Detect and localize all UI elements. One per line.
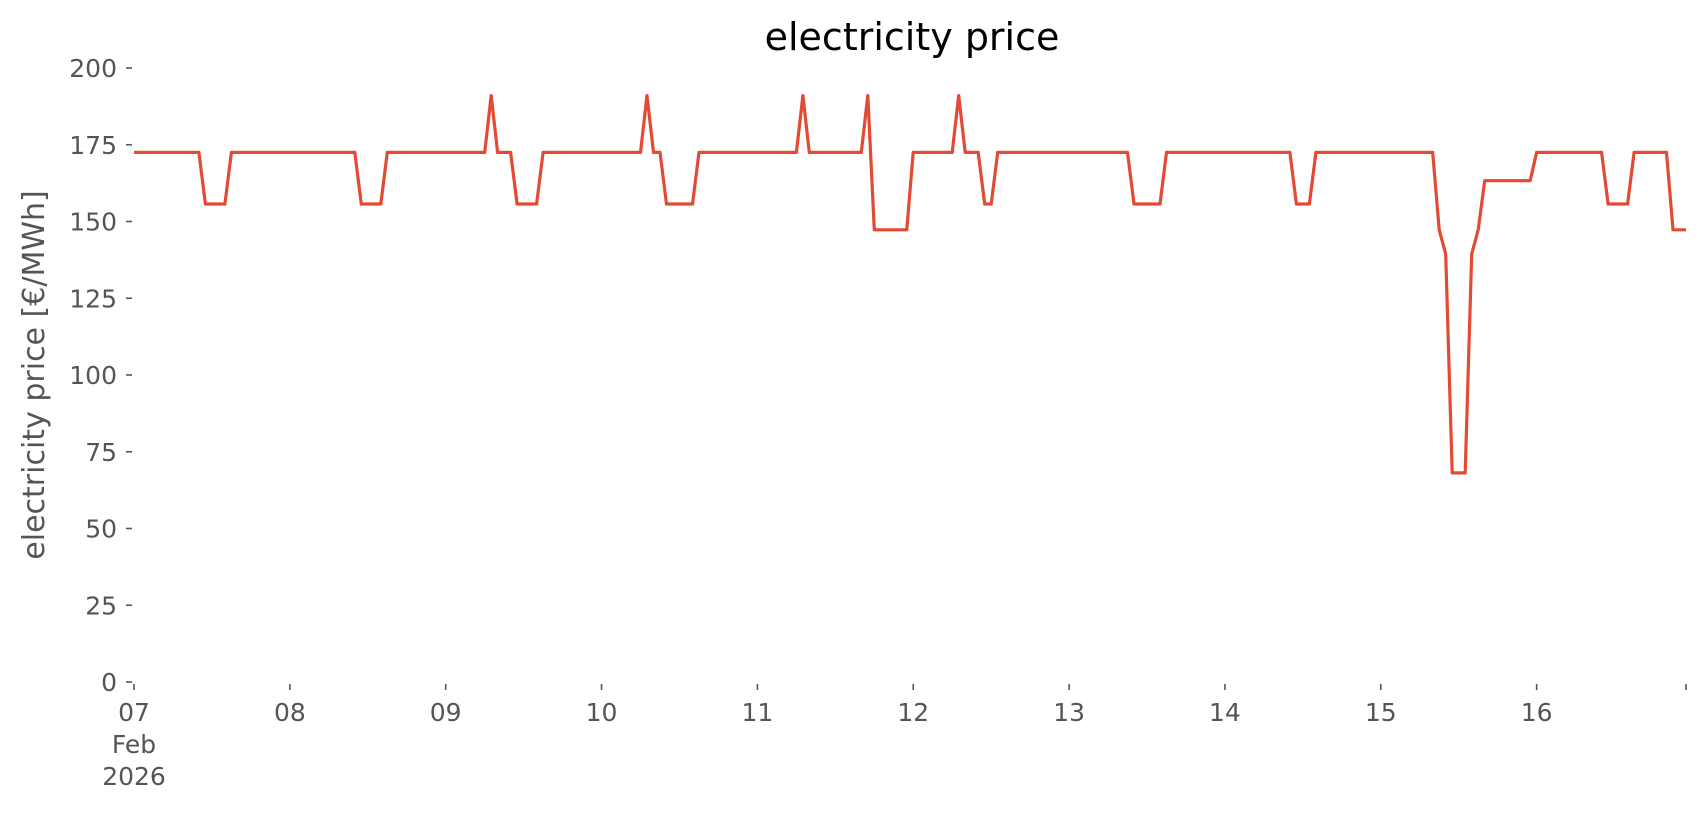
x-tick-label: 10 [586, 698, 618, 727]
y-axis-title: electricity price [€/MWh] [17, 190, 52, 559]
x-tick-day: 15 [1365, 698, 1397, 727]
x-tick-year: 2026 [102, 762, 166, 791]
x-tick-label: 11 [741, 698, 773, 727]
x-tick-label: 12 [897, 698, 929, 727]
x-tick-label: 08 [274, 698, 306, 727]
x-tick-day: 13 [1053, 698, 1085, 727]
x-tick-label: 07 Feb 2026 [102, 698, 166, 791]
y-tick-label: 25 [85, 591, 117, 620]
y-axis: 0 25 50 75 100 125 150 175 200 [69, 54, 132, 697]
y-tick-label: 75 [85, 438, 117, 467]
x-tick-day: 14 [1209, 698, 1241, 727]
y-tick-label: 175 [69, 131, 117, 160]
x-tick-month: Feb [112, 730, 156, 759]
x-tick-label: 14 [1209, 698, 1241, 727]
chart-title: electricity price [765, 15, 1060, 59]
x-tick-day: 16 [1521, 698, 1553, 727]
electricity-price-line [134, 94, 1686, 475]
x-tick-day: 07 [118, 698, 150, 727]
y-tick-label: 100 [69, 361, 117, 390]
x-tick-label: 09 [430, 698, 462, 727]
x-axis: 07 Feb 2026 08 09 10 11 12 13 14 15 16 [102, 684, 1687, 791]
x-tick-day: 12 [897, 698, 929, 727]
x-tick-day: 11 [741, 698, 773, 727]
x-tick-label: 15 [1365, 698, 1397, 727]
x-tick-label: 16 [1521, 698, 1553, 727]
y-tick-label: 0 [101, 668, 117, 697]
y-tick-label: 50 [85, 515, 117, 544]
y-tick-label: 125 [69, 284, 117, 313]
y-tick-label: 150 [69, 208, 117, 237]
x-tick-day: 10 [586, 698, 618, 727]
x-tick-day: 08 [274, 698, 306, 727]
x-tick-label: 13 [1053, 698, 1085, 727]
x-tick-day: 09 [430, 698, 462, 727]
y-tick-label: 200 [69, 54, 117, 83]
